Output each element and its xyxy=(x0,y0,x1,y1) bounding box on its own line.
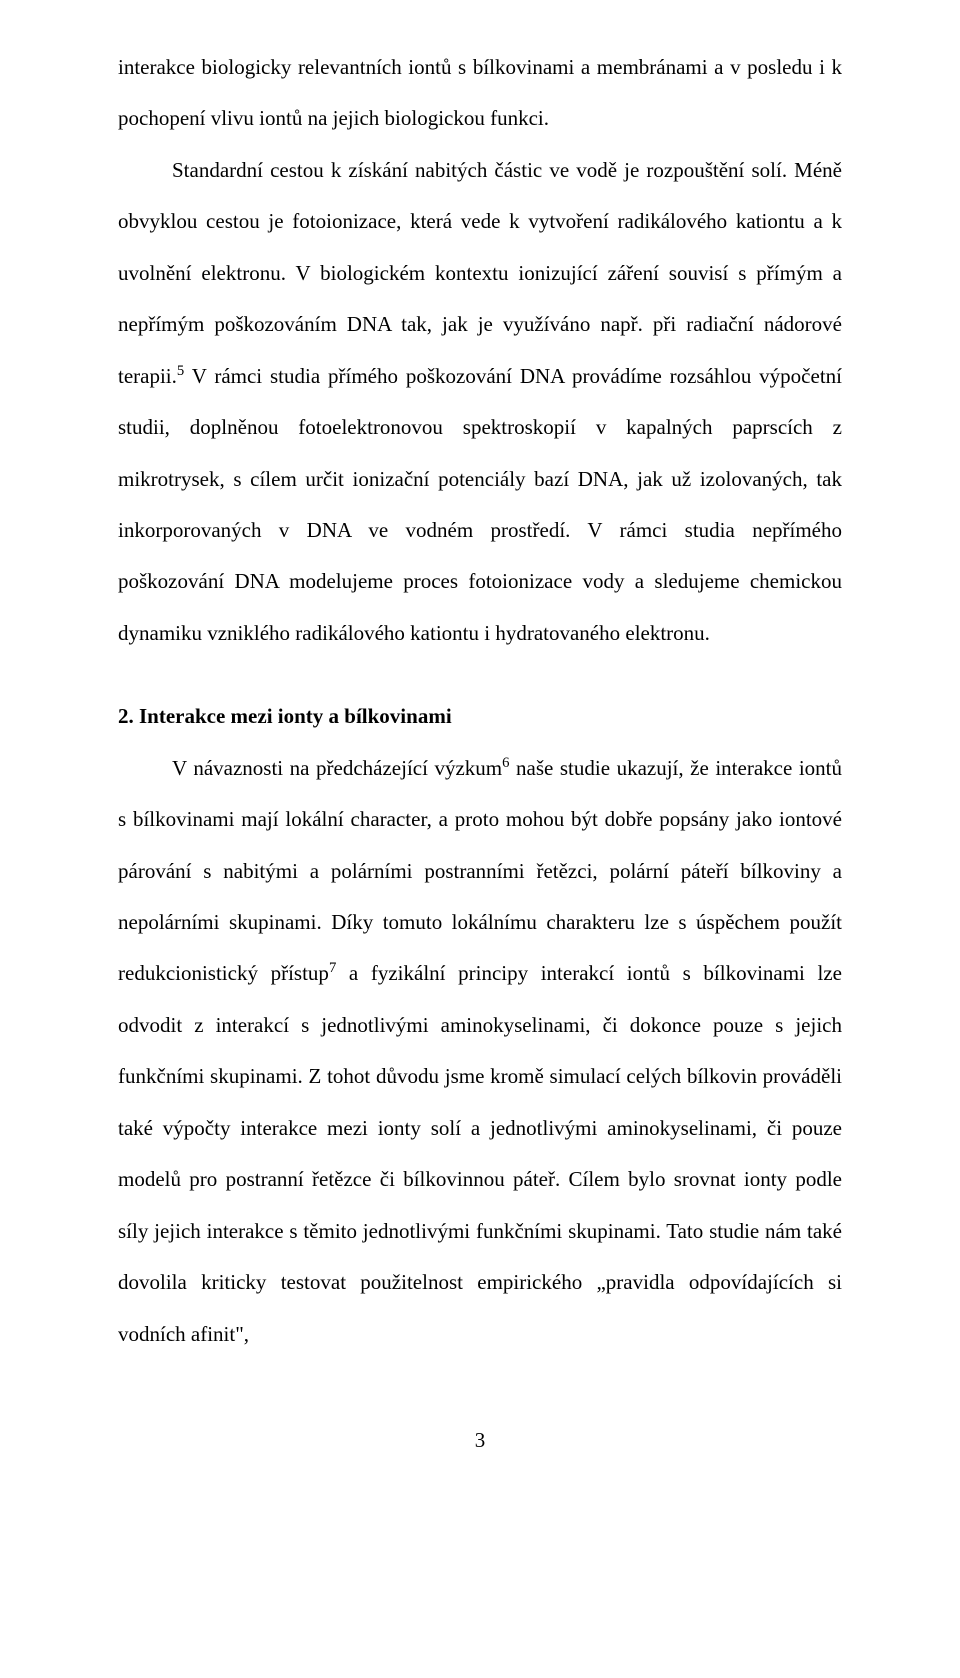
paragraph-1-text: interakce biologicky relevantních iontů … xyxy=(118,55,842,130)
paragraph-3-seg3: a fyzikální principy interakcí iontů s b… xyxy=(118,961,842,1345)
paragraph-1: interakce biologicky relevantních iontů … xyxy=(118,42,842,145)
paragraph-2-seg1: Standardní cestou k získání nabitých čás… xyxy=(118,158,842,388)
paragraph-3-seg1: V návaznosti na předcházející výzkum xyxy=(172,756,502,780)
page-number: 3 xyxy=(118,1428,842,1453)
paragraph-2: Standardní cestou k získání nabitých čás… xyxy=(118,145,842,659)
paragraph-3-seg2: naše studie ukazují, že interakce iontů … xyxy=(118,756,842,986)
paragraph-2-seg2: V rámci studia přímého poškozování DNA p… xyxy=(118,364,842,645)
paragraph-3: V návaznosti na předcházející výzkum6 na… xyxy=(118,743,842,1360)
section-heading-2-text: 2. Interakce mezi ionty a bílkovinami xyxy=(118,704,452,728)
document-page: interakce biologicky relevantních iontů … xyxy=(0,0,960,1678)
section-heading-2: 2. Interakce mezi ionty a bílkovinami xyxy=(118,691,842,742)
